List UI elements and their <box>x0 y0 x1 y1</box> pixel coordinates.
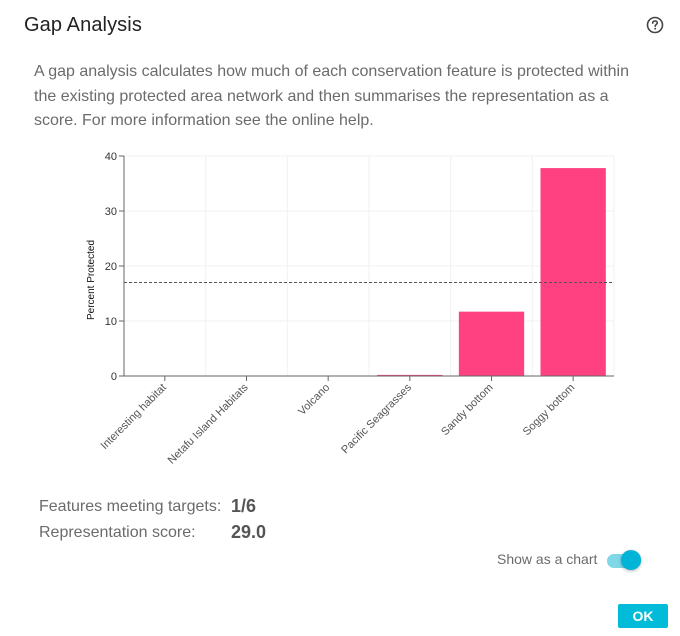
x-tick-label: Sandy bottom <box>439 382 495 438</box>
show-as-chart-toggle[interactable] <box>607 549 641 571</box>
bar <box>377 374 443 376</box>
show-as-chart-label: Show as a chart <box>497 551 598 567</box>
y-tick-label: 0 <box>111 371 117 383</box>
y-tick-label: 20 <box>105 261 117 273</box>
ok-button[interactable]: OK <box>618 604 668 628</box>
y-axis-title: Percent Protected <box>86 240 97 320</box>
x-tick-label: Volcano <box>296 382 332 418</box>
x-tick-label: Netafu Island Habitats <box>166 381 251 466</box>
y-tick-label: 40 <box>105 151 117 163</box>
help-circle-icon[interactable] <box>646 16 664 34</box>
features-meeting-targets-label: Features meeting targets: <box>39 498 222 515</box>
representation-score-label: Representation score: <box>39 524 196 541</box>
features-meeting-targets-value: 1/6 <box>231 496 257 516</box>
dialog-description: A gap analysis calculates how much of ea… <box>34 63 629 129</box>
gap-chart: 0 10 20 30 40 Interesting habitat Netafu Islan… <box>0 140 680 480</box>
bar <box>458 311 525 376</box>
y-tick-label: 10 <box>105 316 117 328</box>
x-tick-label: Soggy bottom <box>521 382 577 438</box>
x-tick-label: Pacific Seagrasses <box>339 381 414 456</box>
representation-score-value: 29.0 <box>231 522 267 542</box>
toggle-thumb[interactable] <box>621 550 641 570</box>
x-tick-label: Interesting habitat <box>99 382 169 452</box>
dialog-title: Gap Analysis <box>24 14 142 36</box>
y-tick-label: 30 <box>105 206 117 218</box>
bar <box>540 168 606 376</box>
